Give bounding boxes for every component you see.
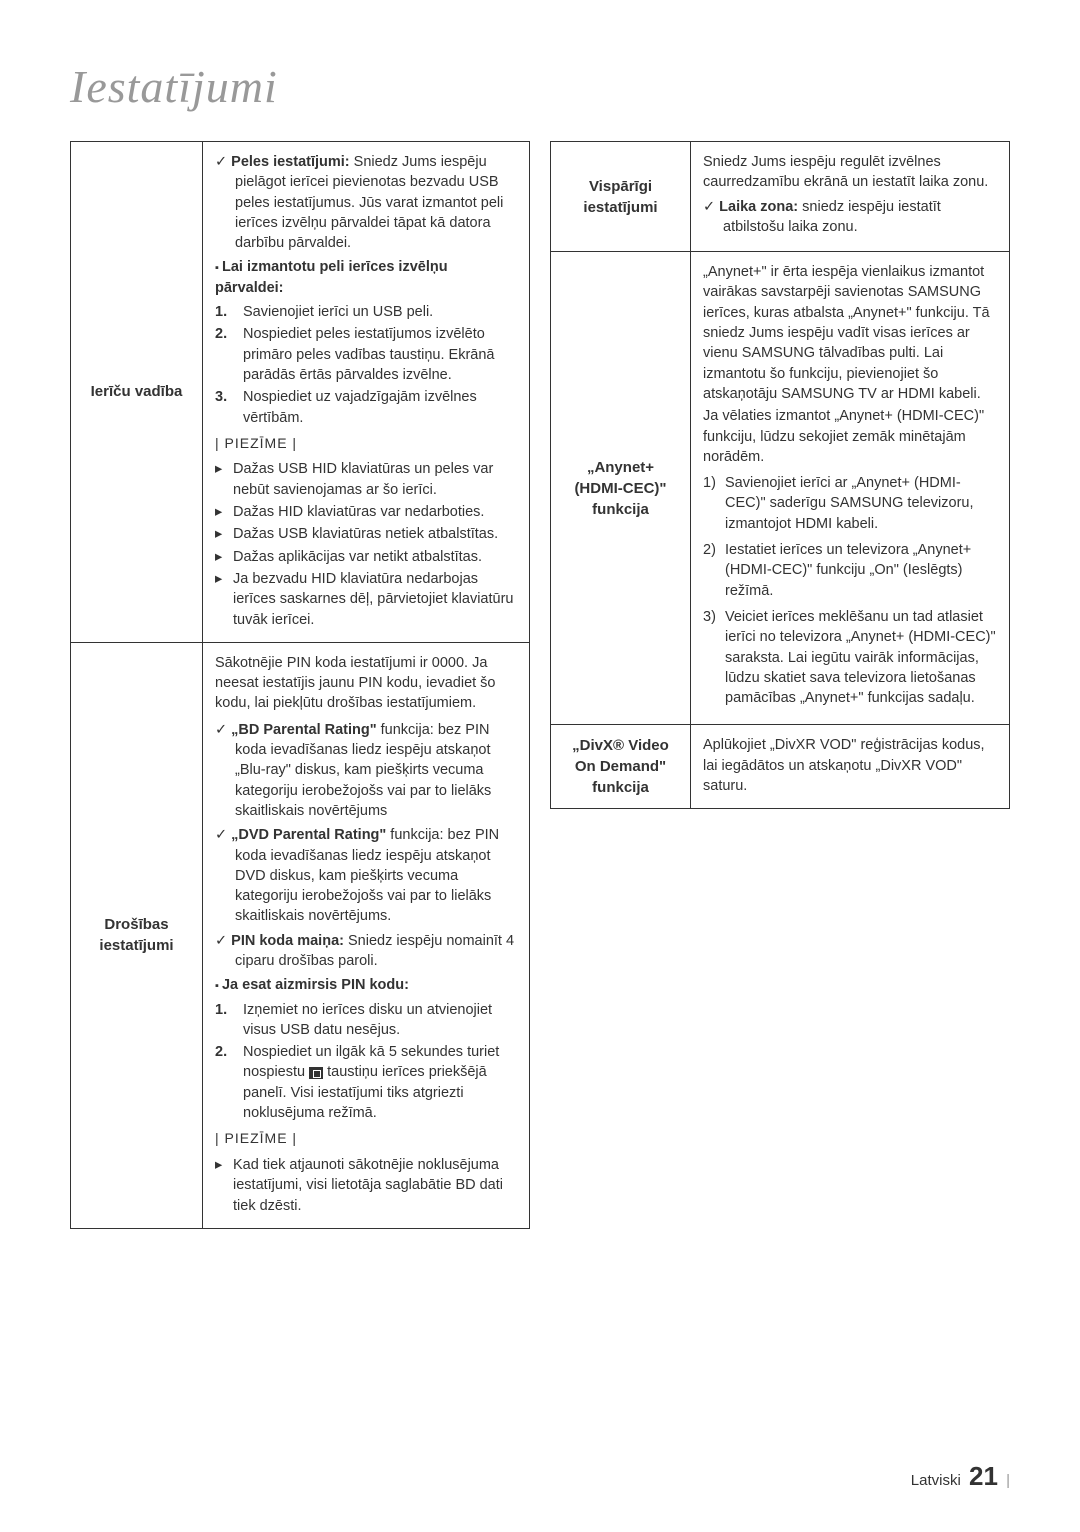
step-1: Savienojiet ierīci un USB peli.	[243, 302, 517, 322]
check-icon: ✓	[215, 154, 227, 170]
right-table: Vispārīgi iestatījumi Sniedz Jums iespēj…	[550, 141, 1010, 809]
stop-button-icon	[309, 1067, 323, 1079]
note-header-2: | PIEZĪME |	[215, 1129, 517, 1149]
footer-bar: |	[1006, 1472, 1010, 1489]
arrow-icon: ▸	[215, 502, 233, 522]
arrow-icon: ▸	[215, 1155, 233, 1216]
note-3: Dažas USB klaviatūras netiek atbalstītas…	[233, 524, 517, 544]
general-text: Sniedz Jums iespēju regulēt izvēlnes cau…	[703, 152, 997, 193]
forgot-steps: 1.Izņemiet no ierīces disku un atvienoji…	[215, 1000, 517, 1124]
note-header: | PIEZĪME |	[215, 434, 517, 454]
left-table: Ierīču vadība ✓Peles iestatījumi: Sniedz…	[70, 141, 530, 1229]
anynet-step-1: Savienojiet ierīci ar „Anynet+ (HDMI-CEC…	[725, 473, 997, 534]
anynet-step-3: Veiciet ierīces meklēšanu un tad atlasie…	[725, 607, 997, 708]
anynet-steps: 1)Savienojiet ierīci ar „Anynet+ (HDMI-C…	[703, 473, 997, 708]
mouse-settings-bold: Peles iestatījumi:	[231, 154, 349, 170]
forgot-step-2: Nospiediet un ilgāk kā 5 sekundes turiet…	[243, 1042, 517, 1123]
row-content-devices: ✓Peles iestatījumi: Sniedz Jums iespēju …	[203, 142, 530, 643]
row-label-anynet: „Anynet+ (HDMI-CEC)" funkcija	[551, 252, 691, 725]
check-icon: ✓	[703, 199, 715, 215]
row-label-devices: Ierīču vadība	[71, 142, 203, 643]
check-icon: ✓	[215, 827, 227, 843]
note-1: Dažas USB HID klaviatūras un peles var n…	[233, 459, 517, 500]
row-label-general: Vispārīgi iestatījumi	[551, 142, 691, 252]
arrow-icon: ▸	[215, 524, 233, 544]
step-2: Nospiediet peles iestatījumos izvēlēto p…	[243, 324, 517, 385]
arrow-icon: ▸	[215, 569, 233, 630]
anynet-step-2: Iestatiet ierīces un televizora „Anynet+…	[725, 540, 997, 601]
footer-page-number: 21	[969, 1461, 998, 1491]
security-intro: Sākotnējie PIN koda iestatījumi ir 0000.…	[215, 653, 517, 714]
row-content-divx: Aplūkojiet „DivXR VOD" reģistrācijas kod…	[691, 725, 1010, 809]
timezone-bold: Laika zona:	[719, 199, 798, 215]
note2-text: Kad tiek atjaunoti sākotnējie noklusējum…	[233, 1155, 517, 1216]
check-icon: ✓	[215, 722, 227, 738]
note-5: Ja bezvadu HID klaviatūra nedarbojas ier…	[233, 569, 517, 630]
row-label-security: Drošības iestatījumi	[71, 642, 203, 1228]
arrow-icon: ▸	[215, 459, 233, 500]
anynet-p2: Ja vēlaties izmantot „Anynet+ (HDMI-CEC)…	[703, 406, 997, 467]
left-column: Ierīču vadība ✓Peles iestatījumi: Sniedz…	[70, 141, 530, 1229]
note-4: Dažas aplikācijas var netikt atbalstītas…	[233, 547, 517, 567]
forgot-step-1: Izņemiet no ierīces disku un atvienojiet…	[243, 1000, 517, 1041]
row-content-general: Sniedz Jums iespēju regulēt izvēlnes cau…	[691, 142, 1010, 252]
steps-list: 1.Savienojiet ierīci un USB peli. 2.Nosp…	[215, 302, 517, 428]
step-3: Nospiediet uz vajadzīgajām izvēlnes vērt…	[243, 387, 517, 428]
right-column: Vispārīgi iestatījumi Sniedz Jums iespēj…	[550, 141, 1010, 1229]
anynet-p1: „Anynet+" ir ērta iespēja vienlaikus izm…	[703, 262, 997, 404]
forgot-pin-header: Ja esat aizmirsis PIN kodu:	[215, 977, 409, 993]
note-2: Dažas HID klaviatūras var nedarboties.	[233, 502, 517, 522]
row-content-security: Sākotnējie PIN koda iestatījumi ir 0000.…	[203, 642, 530, 1228]
page-title: Iestatījumi	[70, 60, 1010, 113]
page-footer: Latviski 21 |	[911, 1461, 1010, 1492]
check-icon: ✓	[215, 933, 227, 949]
bd-rating-bold: „BD Parental Rating"	[231, 722, 376, 738]
row-content-anynet: „Anynet+" ir ērta iespēja vienlaikus izm…	[691, 252, 1010, 725]
footer-lang: Latviski	[911, 1472, 961, 1489]
dvd-rating-bold: „DVD Parental Rating"	[231, 827, 386, 843]
content-columns: Ierīču vadība ✓Peles iestatījumi: Sniedz…	[70, 141, 1010, 1229]
row-label-divx: „DivX® Video On Demand" funkcija	[551, 725, 691, 809]
use-mouse-header: Lai izmantotu peli ierīces izvēlņu pārva…	[215, 259, 448, 295]
pin-change-bold: PIN koda maiņa:	[231, 933, 344, 949]
arrow-icon: ▸	[215, 547, 233, 567]
